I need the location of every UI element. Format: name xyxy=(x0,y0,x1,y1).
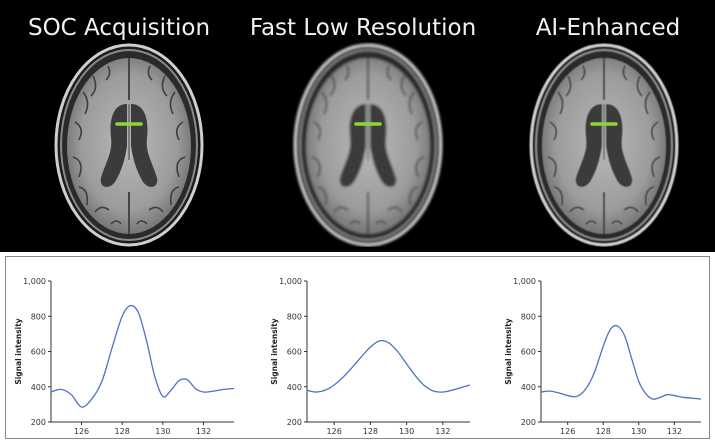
y-tick-label: 600 xyxy=(287,348,302,357)
signal-curve-fast-low-res xyxy=(306,339,471,393)
y-tick-label: 600 xyxy=(31,348,46,357)
y-axis-label: Signal intensity xyxy=(270,318,279,384)
signal-plots-band: 200 400 600 800 1,000 126 128 130 132 Signal inte… xyxy=(5,256,710,439)
plot-axes-fast-low-res xyxy=(306,281,470,423)
plot-axes-soc xyxy=(50,281,234,423)
signal-plot-soc: 200 400 600 800 1,000 126 128 130 132 Signal inte… xyxy=(14,277,235,436)
mri-brain-image-soc xyxy=(54,43,204,247)
y-tick-label: 400 xyxy=(31,383,46,392)
panel-title-fast-low-res: Fast Low Resolution xyxy=(249,15,477,41)
signal-plot-ai-enhanced: 200 400 600 800 1,000 126 128 130 132 Signal inte… xyxy=(504,277,702,436)
plot-axes-ai-enhanced xyxy=(540,281,701,423)
x-tick-label: 130 xyxy=(399,427,414,436)
x-tick-label: 132 xyxy=(196,427,211,436)
mri-brain-image-fast-low-res xyxy=(293,43,443,247)
y-tick-label: 200 xyxy=(31,418,46,427)
x-tick-label: 126 xyxy=(74,427,89,436)
x-tick-label: 128 xyxy=(115,427,130,436)
y-tick-label: 800 xyxy=(521,312,536,321)
x-tick-label: 126 xyxy=(327,427,342,436)
panel-title-ai-enhanced: AI-Enhanced xyxy=(535,15,681,41)
panel-title-soc: SOC Acquisition xyxy=(27,15,211,41)
y-tick-label: 800 xyxy=(287,312,302,321)
y-tick-label: 800 xyxy=(31,312,46,321)
y-tick-label: 400 xyxy=(287,383,302,392)
x-tick-label: 132 xyxy=(435,427,450,436)
x-tick-label: 130 xyxy=(155,427,170,436)
y-tick-label: 1,000 xyxy=(23,277,46,286)
signal-curve-ai-enhanced xyxy=(540,324,702,400)
y-tick-label: 200 xyxy=(287,418,302,427)
x-tick-label: 132 xyxy=(667,427,682,436)
y-tick-label: 600 xyxy=(521,348,536,357)
signal-plot-fast-low-res: 200 400 600 800 1,000 126 128 130 132 Signal inte… xyxy=(270,277,471,436)
y-tick-label: 1,000 xyxy=(279,277,302,286)
mri-image-band: SOC Acquisition Fast Low Resolution AI-E… xyxy=(0,0,715,252)
y-tick-label: 400 xyxy=(521,383,536,392)
y-axis-label: Signal intensity xyxy=(504,318,513,384)
x-tick-label: 128 xyxy=(596,427,611,436)
x-tick-label: 126 xyxy=(560,427,575,436)
mri-brain-image-ai-enhanced xyxy=(529,43,679,247)
y-axis-label: Signal intensity xyxy=(14,318,23,384)
signal-curve-soc xyxy=(50,304,235,408)
y-tick-label: 200 xyxy=(521,418,536,427)
x-tick-label: 128 xyxy=(363,427,378,436)
x-tick-label: 130 xyxy=(631,427,646,436)
y-tick-label: 1,000 xyxy=(513,277,536,286)
